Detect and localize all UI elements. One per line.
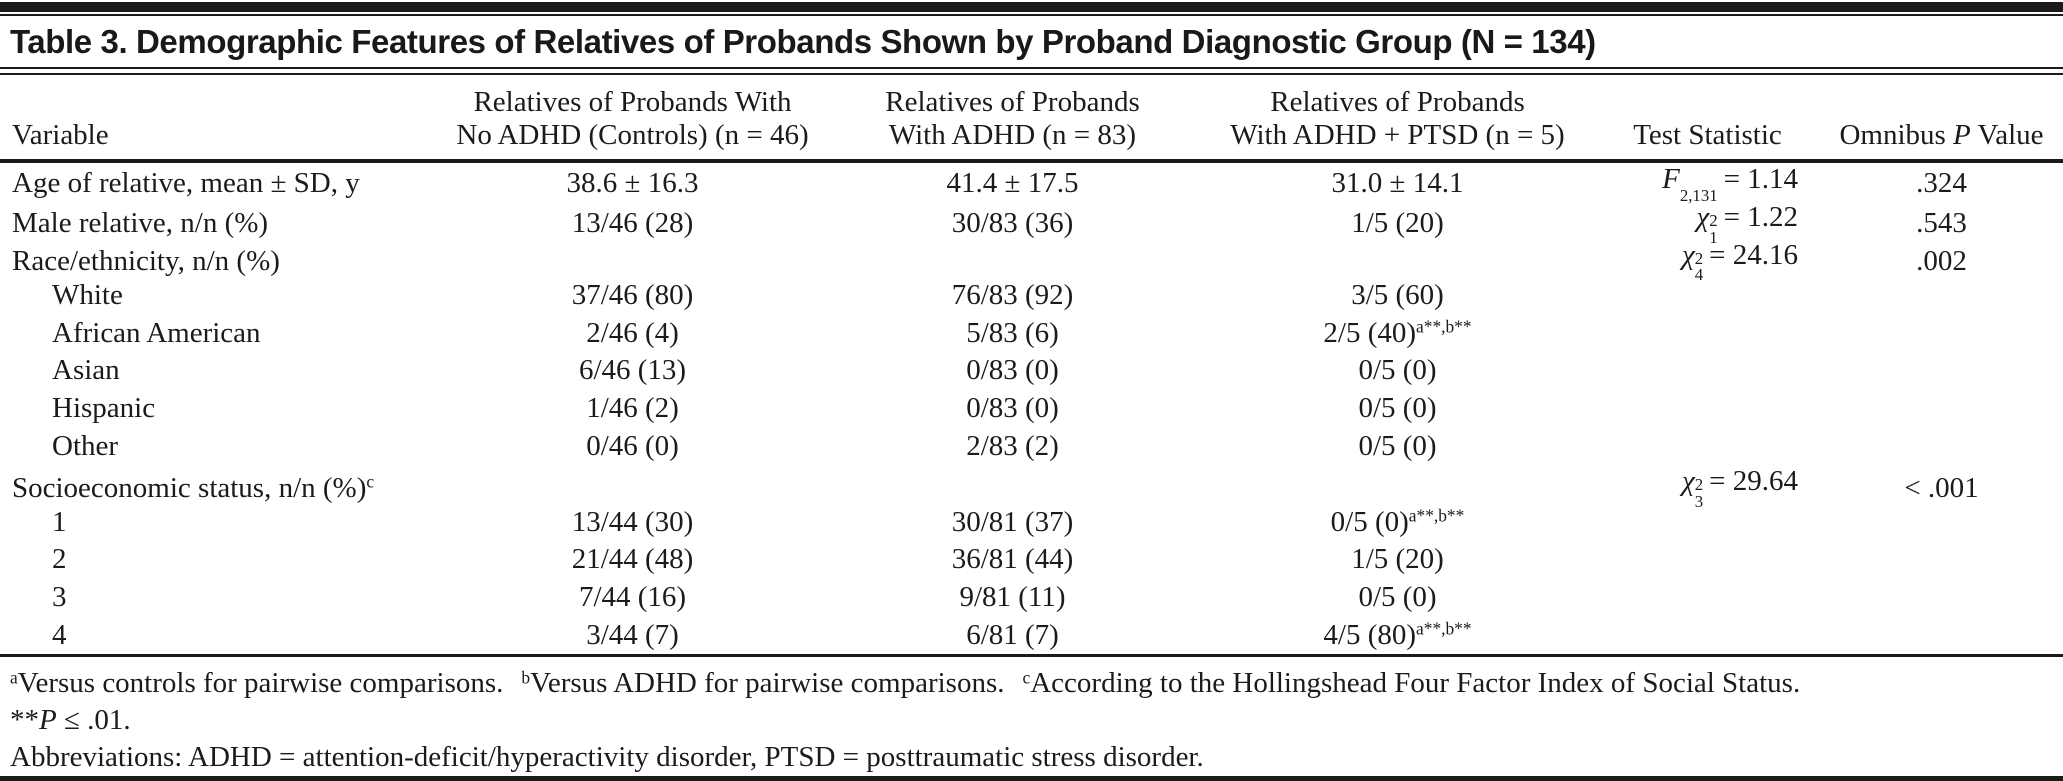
cell-controls: 3/44 (7) xyxy=(586,618,679,651)
header-test-statistic: Test Statistic xyxy=(1633,119,1782,151)
cell-p-value: < .001 xyxy=(1904,471,1979,504)
table-row: Male relative, n/n (%) 13/46 (28) 30/83 … xyxy=(0,201,2063,246)
table-title: Table 3. Demographic Features of Relativ… xyxy=(10,23,1596,60)
footnote-markers-line: aVersus controls for pairwise comparison… xyxy=(10,665,2063,702)
header-adhd: Relatives of Probands With ADHD (n = 83) xyxy=(885,86,1140,151)
cell-adhd: 76/83 (92) xyxy=(951,278,1074,311)
footnotes: aVersus controls for pairwise comparison… xyxy=(0,657,2063,776)
row-label: Asian xyxy=(52,354,120,387)
cell-adhd-ptsd: 1/5 (20) xyxy=(1351,543,1444,576)
header-adhd-ptsd: Relatives of Probands With ADHD + PTSD (… xyxy=(1230,86,1565,151)
cell-controls: 6/46 (13) xyxy=(578,354,687,387)
cell-controls: 0/46 (0) xyxy=(586,429,679,462)
header-omnibus-p-value: Omnibus P Value xyxy=(1839,119,2044,151)
cell-adhd-ptsd: 0/5 (0) xyxy=(1358,581,1437,614)
cell-adhd: 0/83 (0) xyxy=(966,354,1059,387)
cell-adhd: 9/81 (11) xyxy=(959,581,1066,614)
footnote-b: bVersus ADHD for pairwise comparisons. xyxy=(521,667,1005,700)
footnote-a: aVersus controls for pairwise comparison… xyxy=(10,667,504,700)
footnote-significance: **P ≤ .01. xyxy=(10,704,131,737)
header-controls: Relatives of Probands With No ADHD (Cont… xyxy=(456,86,809,151)
row-label: Hispanic xyxy=(52,392,156,425)
row-label: Age of relative, mean ± SD, y xyxy=(12,167,360,200)
cell-adhd-ptsd: 0/5 (0)a**,b** xyxy=(1330,505,1465,538)
cell-adhd-ptsd: 2/5 (40)a**,b** xyxy=(1323,316,1472,349)
table-row: Race/ethnicity, n/n (%) χ 2 4 = 24.16 .002 xyxy=(0,239,2063,284)
cell-adhd: 41.4 ± 17.5 xyxy=(946,167,1079,200)
top-thin-rule xyxy=(0,14,2063,16)
row-label: 4 xyxy=(52,618,67,651)
header-variable: Variable xyxy=(12,119,109,151)
cell-adhd-ptsd: 1/5 (20) xyxy=(1351,207,1444,240)
footnote-abbreviations: Abbreviations: ADHD = attention-deficit/… xyxy=(10,741,1204,774)
cell-test-statistic: χ 2 1 = 1.22 xyxy=(1696,200,1798,247)
row-label: Socioeconomic status, n/n (%)c xyxy=(12,471,375,504)
row-label: African American xyxy=(52,316,261,349)
table-row: African American 2/46 (4) 5/83 (6) 2/5 (… xyxy=(0,314,2063,352)
cell-p-value: .543 xyxy=(1916,207,1967,240)
cell-test-statistic: χ 2 3 = 29.64 xyxy=(1681,465,1798,512)
row-label: Other xyxy=(52,429,119,462)
table-row: 1 13/44 (30) 30/81 (37) 0/5 (0)a**,b** xyxy=(0,503,2063,541)
cell-adhd: 6/81 (7) xyxy=(966,618,1059,651)
cell-adhd: 5/83 (6) xyxy=(966,316,1059,349)
row-label: Male relative, n/n (%) xyxy=(12,207,269,240)
table-row: 3 7/44 (16) 9/81 (11) 0/5 (0) xyxy=(0,579,2063,617)
cell-adhd-ptsd: 31.0 ± 14.1 xyxy=(1331,167,1464,200)
cell-test-statistic: χ 2 4 = 24.16 xyxy=(1681,238,1798,285)
column-header-row: Variable Relatives of Probands With No A… xyxy=(0,75,2063,159)
bottom-rule xyxy=(0,776,2063,781)
footnote-c: cAccording to the Hollingshead Four Fact… xyxy=(1022,667,1801,700)
table-row: Hispanic 1/46 (2) 0/83 (0) 0/5 (0) xyxy=(0,390,2063,428)
cell-adhd-ptsd: 0/5 (0) xyxy=(1358,354,1437,387)
cell-adhd: 2/83 (2) xyxy=(966,429,1059,462)
cell-controls: 38.6 ± 16.3 xyxy=(566,167,699,200)
cell-controls: 13/46 (28) xyxy=(571,207,694,240)
cell-controls: 37/46 (80) xyxy=(571,278,694,311)
cell-p-value: .324 xyxy=(1916,167,1967,200)
cell-adhd: 36/81 (44) xyxy=(951,543,1074,576)
table-row: 4 3/44 (7) 6/81 (7) 4/5 (80)a**,b** xyxy=(0,617,2063,655)
header-bottom-rule xyxy=(0,159,2063,163)
cell-controls: 13/44 (30) xyxy=(571,505,694,538)
cell-controls: 1/46 (2) xyxy=(586,392,679,425)
table-row: Age of relative, mean ± SD, y 38.6 ± 16.… xyxy=(0,163,2063,204)
row-label: 3 xyxy=(52,581,67,614)
row-label: Race/ethnicity, n/n (%) xyxy=(12,244,280,277)
table-row: Other 0/46 (0) 2/83 (2) 0/5 (0) xyxy=(0,428,2063,466)
footnote-top-rule xyxy=(0,654,2063,658)
cell-adhd-ptsd: 0/5 (0) xyxy=(1358,429,1437,462)
table-body: Age of relative, mean ± SD, y 38.6 ± 16.… xyxy=(0,163,2063,654)
cell-adhd-ptsd: 4/5 (80)a**,b** xyxy=(1323,618,1472,651)
cell-adhd-ptsd: 0/5 (0) xyxy=(1358,392,1437,425)
cell-adhd: 30/83 (36) xyxy=(951,207,1074,240)
title-rule-1 xyxy=(0,67,2063,69)
title-rule-2 xyxy=(0,73,2063,75)
cell-controls: 7/44 (16) xyxy=(578,581,687,614)
row-label: White xyxy=(52,278,123,311)
row-label: 1 xyxy=(52,505,67,538)
cell-controls: 2/46 (4) xyxy=(586,316,679,349)
table-row: Socioeconomic status, n/n (%)c χ 2 3 = 29.6… xyxy=(0,465,2063,510)
cell-test-statistic: F 2,131 = 1.14 xyxy=(1662,163,1798,205)
table-row: White 37/46 (80) 76/83 (92) 3/5 (60) xyxy=(0,276,2063,314)
cell-adhd-ptsd: 3/5 (60) xyxy=(1351,278,1444,311)
cell-p-value: .002 xyxy=(1916,244,1967,277)
cell-adhd: 0/83 (0) xyxy=(966,392,1059,425)
row-label: 2 xyxy=(52,543,67,576)
table-row: Asian 6/46 (13) 0/83 (0) 0/5 (0) xyxy=(0,352,2063,390)
cell-adhd: 30/81 (37) xyxy=(951,505,1074,538)
top-thick-rule xyxy=(0,2,2063,12)
cell-controls: 21/44 (48) xyxy=(571,543,694,576)
table-row: 2 21/44 (48) 36/81 (44) 1/5 (20) xyxy=(0,541,2063,579)
